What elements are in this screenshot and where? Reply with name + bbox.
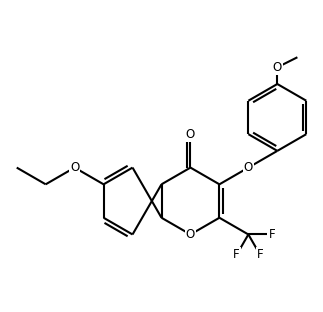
Text: O: O: [186, 128, 195, 141]
Text: F: F: [268, 228, 275, 241]
Text: O: O: [186, 228, 195, 241]
Text: O: O: [70, 161, 79, 174]
Text: F: F: [257, 248, 263, 261]
Text: O: O: [273, 61, 282, 74]
Text: F: F: [233, 248, 240, 261]
Text: O: O: [244, 161, 253, 174]
